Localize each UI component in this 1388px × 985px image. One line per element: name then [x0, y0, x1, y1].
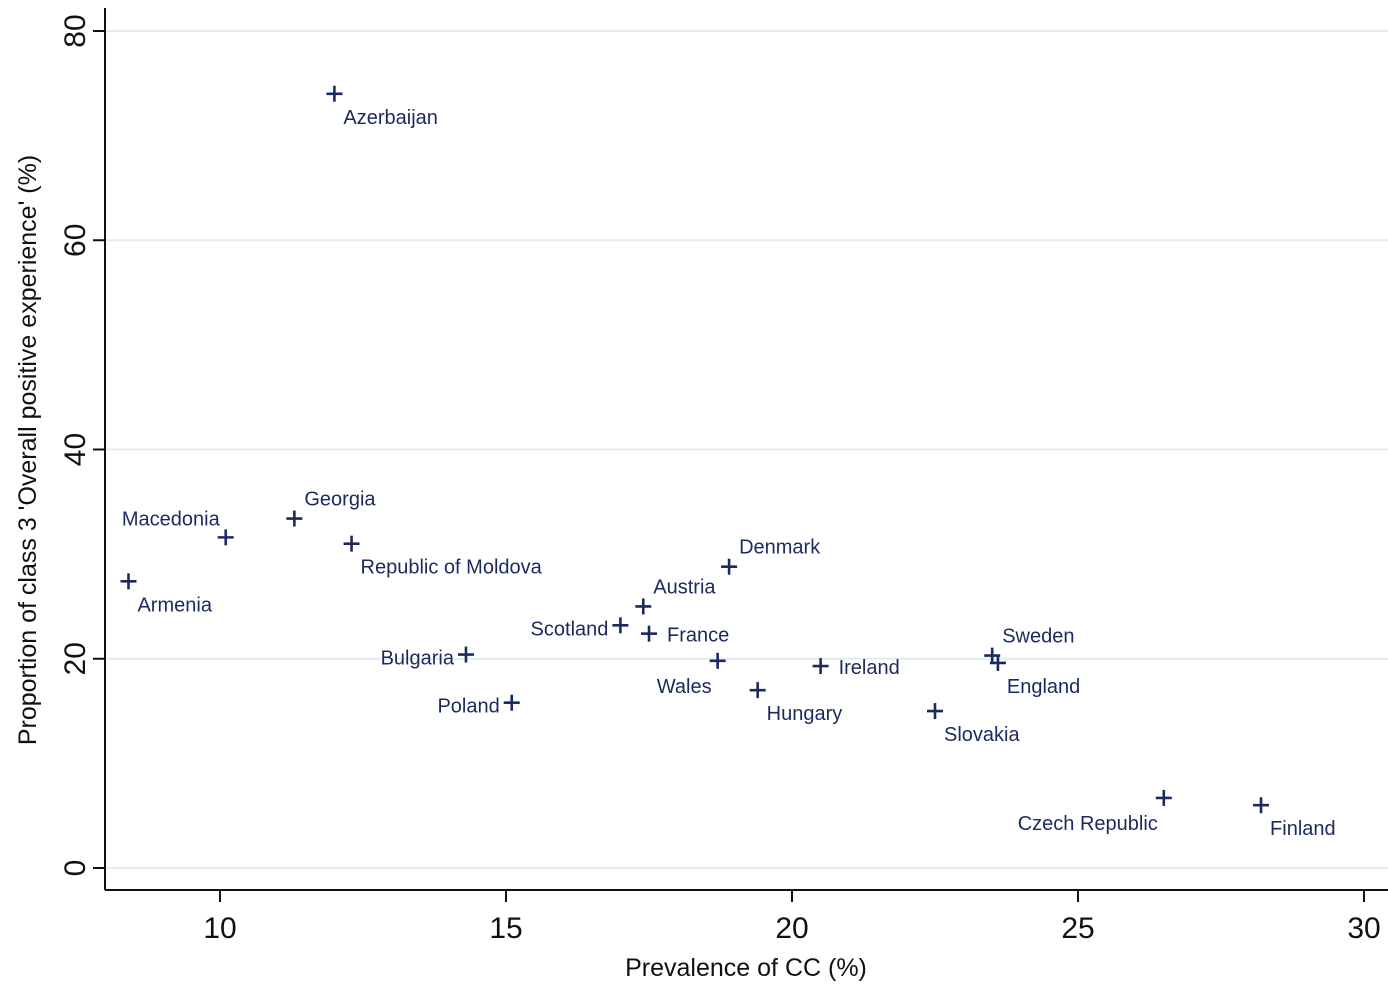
- y-tick-label-20: 20: [59, 642, 92, 675]
- point-label-georgia: Georgia: [304, 489, 376, 511]
- point-armenia: Armenia: [120, 573, 213, 616]
- point-poland: Poland: [437, 694, 520, 718]
- point-denmark: Denmark: [721, 537, 821, 575]
- x-tick-label-25: 25: [1061, 912, 1094, 945]
- point-ireland: Ireland: [812, 657, 900, 679]
- y-axis-title: Proportion of class 3 'Overall positive …: [14, 155, 42, 745]
- point-label-france: France: [667, 625, 729, 647]
- point-france: France: [641, 625, 729, 647]
- point-label-scotland: Scotland: [531, 618, 609, 640]
- x-tick-label-20: 20: [775, 912, 808, 945]
- point-label-finland: Finland: [1270, 818, 1336, 840]
- point-wales: Wales: [657, 652, 726, 698]
- axis-ticks: 0 20 40 60 80 10 15 20 25 30: [59, 14, 1381, 945]
- point-label-ireland: Ireland: [839, 657, 900, 679]
- gridlines: [105, 30, 1388, 869]
- y-tick-label-60: 60: [59, 224, 92, 257]
- y-tick-label-0: 0: [59, 860, 92, 877]
- point-label-wales: Wales: [657, 676, 712, 698]
- point-georgia: Georgia: [286, 489, 376, 527]
- point-england: England: [989, 654, 1080, 698]
- x-axis-title: Prevalence of CC (%): [625, 954, 867, 982]
- point-label-denmark: Denmark: [739, 537, 821, 559]
- point-azerbaijan: Azerbaijan: [326, 85, 438, 129]
- point-label-austria: Austria: [653, 576, 716, 598]
- data-points: Azerbaijan Macedonia Georgia Republic of Mo…: [120, 85, 1336, 840]
- point-macedonia: Macedonia: [122, 508, 234, 546]
- x-tick-label-30: 30: [1347, 912, 1380, 945]
- point-label-sweden: Sweden: [1002, 626, 1074, 648]
- point-slovakia: Slovakia: [927, 703, 1020, 746]
- point-label-bulgaria: Bulgaria: [381, 648, 455, 670]
- point-republic-of-moldova: Republic of Moldova: [343, 535, 543, 579]
- point-label-england: England: [1007, 676, 1080, 698]
- point-label-poland: Poland: [437, 696, 499, 718]
- point-czech-republic: Czech Republic: [1018, 789, 1172, 835]
- y-tick-label-80: 80: [59, 14, 92, 47]
- point-austria: Austria: [635, 576, 716, 615]
- point-bulgaria: Bulgaria: [381, 646, 474, 670]
- point-label-azerbaijan: Azerbaijan: [343, 107, 438, 129]
- point-label-republic-of-moldova: Republic of Moldova: [361, 557, 543, 579]
- x-tick-label-10: 10: [203, 912, 236, 945]
- point-label-czech-republic: Czech Republic: [1018, 813, 1158, 835]
- point-finland: Finland: [1253, 797, 1336, 840]
- y-tick-label-40: 40: [59, 433, 92, 466]
- x-tick-label-15: 15: [489, 912, 522, 945]
- point-hungary: Hungary: [749, 682, 843, 725]
- point-label-slovakia: Slovakia: [944, 724, 1020, 746]
- point-label-armenia: Armenia: [137, 594, 212, 616]
- point-label-macedonia: Macedonia: [122, 508, 221, 530]
- point-scotland: Scotland: [531, 617, 629, 640]
- point-label-hungary: Hungary: [767, 703, 843, 725]
